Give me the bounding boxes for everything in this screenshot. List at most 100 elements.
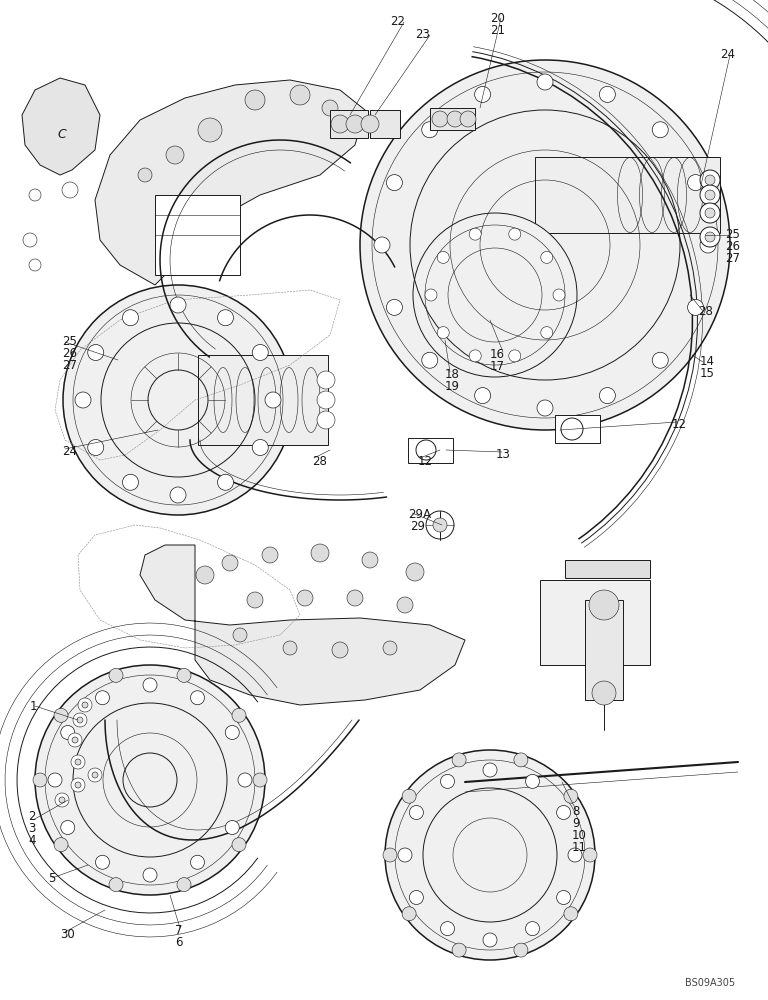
Circle shape xyxy=(432,111,448,127)
Bar xyxy=(565,560,650,578)
Text: 15: 15 xyxy=(700,367,715,380)
Circle shape xyxy=(317,411,335,429)
Circle shape xyxy=(447,111,463,127)
Circle shape xyxy=(77,717,83,723)
Circle shape xyxy=(514,943,528,957)
Circle shape xyxy=(253,773,267,787)
Circle shape xyxy=(82,702,88,708)
Circle shape xyxy=(557,806,571,820)
Circle shape xyxy=(385,750,595,960)
Circle shape xyxy=(88,344,104,360)
Circle shape xyxy=(409,890,423,904)
Circle shape xyxy=(88,440,104,456)
Circle shape xyxy=(238,773,252,787)
Circle shape xyxy=(541,327,553,339)
Circle shape xyxy=(247,592,263,608)
Circle shape xyxy=(705,190,715,200)
Circle shape xyxy=(143,868,157,882)
Circle shape xyxy=(525,922,539,936)
Bar xyxy=(535,157,720,233)
Circle shape xyxy=(170,487,186,503)
Text: 20: 20 xyxy=(490,12,505,25)
Bar xyxy=(540,580,650,665)
Circle shape xyxy=(426,511,454,539)
Circle shape xyxy=(48,773,62,787)
Circle shape xyxy=(553,289,565,301)
Circle shape xyxy=(73,713,87,727)
Circle shape xyxy=(196,566,214,584)
Circle shape xyxy=(361,115,379,133)
Circle shape xyxy=(441,774,455,788)
Circle shape xyxy=(346,115,364,133)
Circle shape xyxy=(413,213,577,377)
Circle shape xyxy=(63,285,293,515)
Circle shape xyxy=(265,392,281,408)
Circle shape xyxy=(317,371,335,389)
Circle shape xyxy=(422,352,438,368)
Text: 1: 1 xyxy=(30,700,38,713)
Circle shape xyxy=(322,100,338,116)
Text: 10: 10 xyxy=(572,829,587,842)
Circle shape xyxy=(72,737,78,743)
Text: 24: 24 xyxy=(62,445,77,458)
Circle shape xyxy=(170,297,186,313)
Circle shape xyxy=(75,392,91,408)
Circle shape xyxy=(460,111,476,127)
Circle shape xyxy=(437,327,449,339)
Circle shape xyxy=(599,388,615,404)
Text: 26: 26 xyxy=(62,347,77,360)
Text: 24: 24 xyxy=(720,48,735,61)
Text: BS09A305: BS09A305 xyxy=(685,978,735,988)
Circle shape xyxy=(589,590,619,620)
Circle shape xyxy=(123,310,138,326)
Circle shape xyxy=(311,544,329,562)
Circle shape xyxy=(331,115,349,133)
Text: 11: 11 xyxy=(572,841,587,854)
Text: 29A: 29A xyxy=(408,508,431,521)
Text: 16: 16 xyxy=(490,348,505,361)
Circle shape xyxy=(398,848,412,862)
Bar xyxy=(408,438,453,463)
Circle shape xyxy=(700,203,720,223)
Circle shape xyxy=(232,708,246,722)
Circle shape xyxy=(332,642,348,658)
Text: 4: 4 xyxy=(28,834,35,847)
Text: 5: 5 xyxy=(48,872,55,885)
Circle shape xyxy=(68,733,82,747)
Circle shape xyxy=(109,878,123,892)
Circle shape xyxy=(54,708,68,722)
Bar xyxy=(330,110,368,138)
Circle shape xyxy=(61,820,74,834)
Circle shape xyxy=(61,726,74,740)
Circle shape xyxy=(233,628,247,642)
Text: 13: 13 xyxy=(496,448,511,461)
Bar xyxy=(585,600,623,700)
Text: 6: 6 xyxy=(175,936,183,949)
Circle shape xyxy=(700,185,720,205)
Circle shape xyxy=(29,189,41,201)
Circle shape xyxy=(541,251,553,263)
Circle shape xyxy=(475,86,491,102)
Circle shape xyxy=(402,789,416,803)
Circle shape xyxy=(109,668,123,682)
Text: 25: 25 xyxy=(725,228,740,241)
Circle shape xyxy=(252,344,268,360)
Text: 17: 17 xyxy=(490,360,505,373)
Text: 21: 21 xyxy=(490,24,505,37)
Circle shape xyxy=(177,668,191,682)
Circle shape xyxy=(599,86,615,102)
Circle shape xyxy=(475,388,491,404)
Polygon shape xyxy=(95,80,365,285)
Circle shape xyxy=(75,782,81,788)
Circle shape xyxy=(317,391,335,409)
Circle shape xyxy=(33,773,47,787)
Circle shape xyxy=(537,74,553,90)
Circle shape xyxy=(508,350,521,362)
Circle shape xyxy=(537,400,553,416)
Circle shape xyxy=(469,228,482,240)
Circle shape xyxy=(564,789,578,803)
Circle shape xyxy=(245,90,265,110)
Circle shape xyxy=(561,418,583,440)
Circle shape xyxy=(437,251,449,263)
Circle shape xyxy=(222,555,238,571)
